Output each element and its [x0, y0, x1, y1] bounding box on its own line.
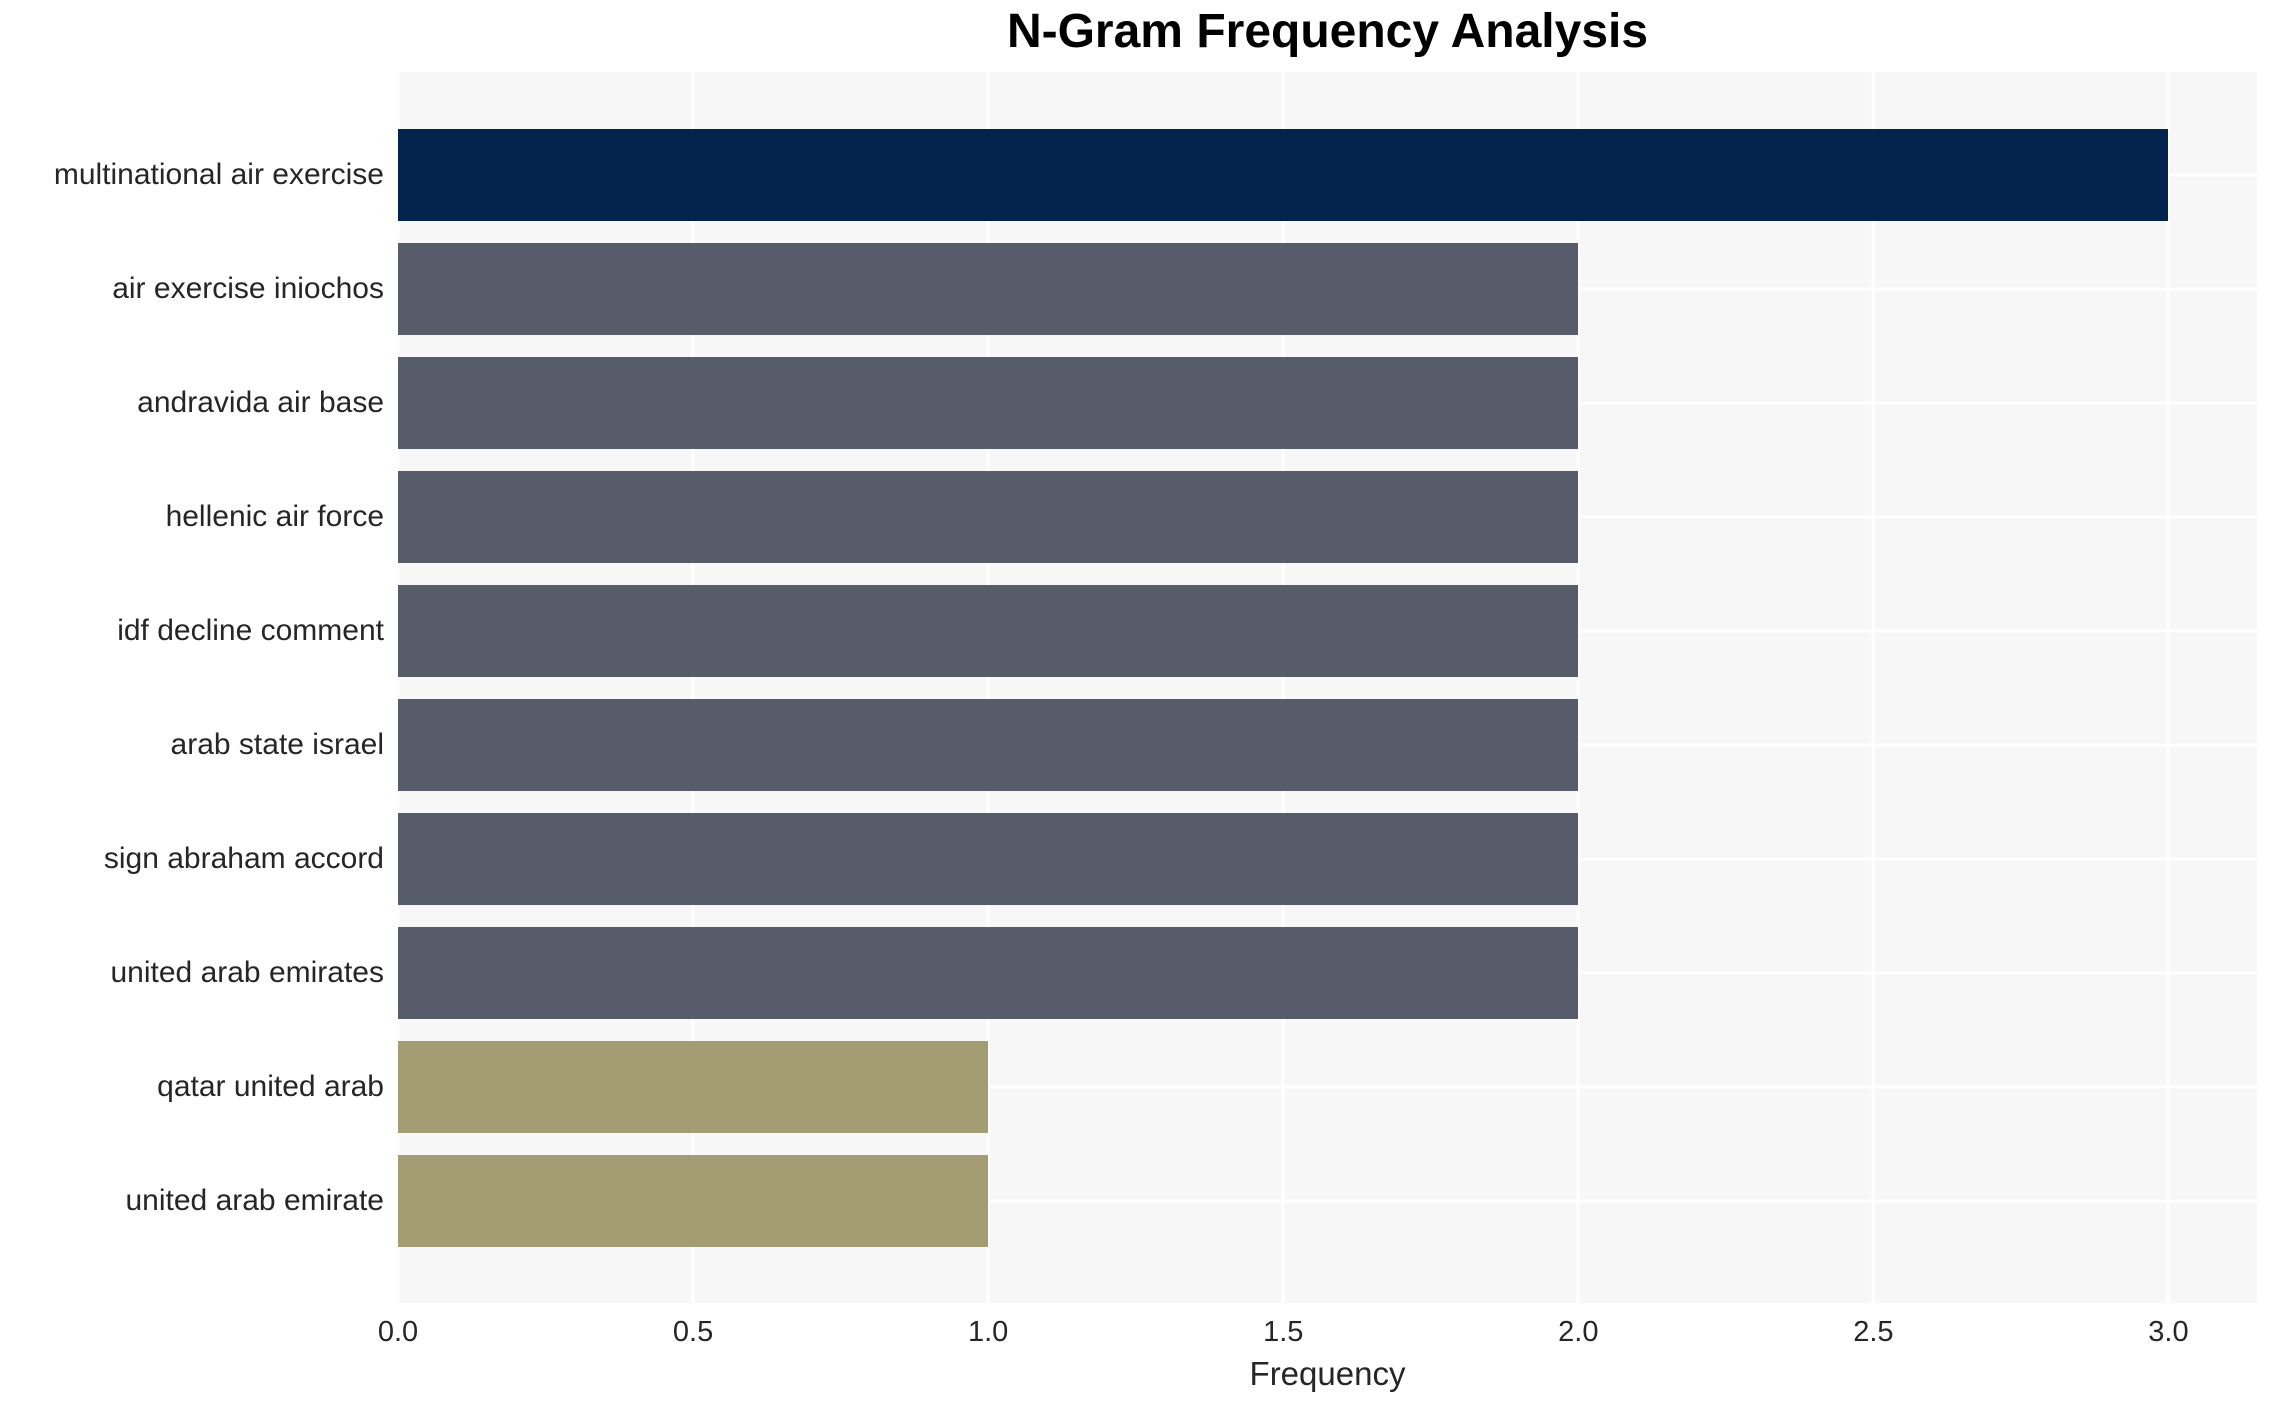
bar — [398, 128, 2169, 221]
x-gridline — [691, 72, 695, 1303]
x-tick-label: 3.0 — [2148, 1316, 2189, 1348]
bar — [398, 356, 1579, 449]
x-gridline — [1281, 72, 1285, 1303]
bar — [398, 242, 1579, 335]
y-tick-label: idf decline comment — [117, 613, 384, 647]
bar — [398, 812, 1579, 905]
x-gridline — [2166, 72, 2170, 1303]
chart-title: N-Gram Frequency Analysis — [1006, 5, 1649, 58]
y-tick-label: air exercise iniochos — [112, 271, 384, 305]
plot-area — [396, 72, 2257, 1303]
y-tick-label: multinational air exercise — [53, 157, 384, 191]
y-tick-label: arab state israel — [170, 727, 384, 761]
y-tick-label: qatar united arab — [157, 1069, 384, 1103]
bar — [398, 698, 1579, 791]
y-tick-label: andravida air base — [137, 385, 384, 419]
y-gridline — [398, 1085, 2257, 1088]
x-axis-title: Frequency — [1249, 1355, 1406, 1392]
bar — [398, 926, 1579, 1019]
bar — [398, 1154, 989, 1247]
x-tick-label: 2.5 — [1853, 1316, 1894, 1348]
x-tick-label: 0.0 — [377, 1316, 419, 1348]
y-tick-label: sign abraham accord — [103, 841, 384, 875]
bar — [398, 1040, 989, 1133]
x-tick-label: 1.5 — [1263, 1316, 1304, 1348]
x-tick-label: 0.5 — [672, 1316, 714, 1348]
y-tick-label: hellenic air force — [165, 499, 384, 533]
y-tick-label: united arab emirate — [125, 1183, 385, 1217]
y-tick-label: united arab emirates — [110, 955, 385, 989]
x-gridline — [396, 72, 400, 1303]
x-tick-label: 1.0 — [967, 1316, 1009, 1348]
x-tick-label: 2.0 — [1558, 1316, 1599, 1348]
x-gridline — [1576, 72, 1580, 1303]
x-gridline — [1871, 72, 1875, 1303]
y-gridline — [398, 1199, 2257, 1202]
x-gridline — [986, 72, 990, 1303]
bar — [398, 584, 1579, 677]
bar — [398, 470, 1579, 563]
